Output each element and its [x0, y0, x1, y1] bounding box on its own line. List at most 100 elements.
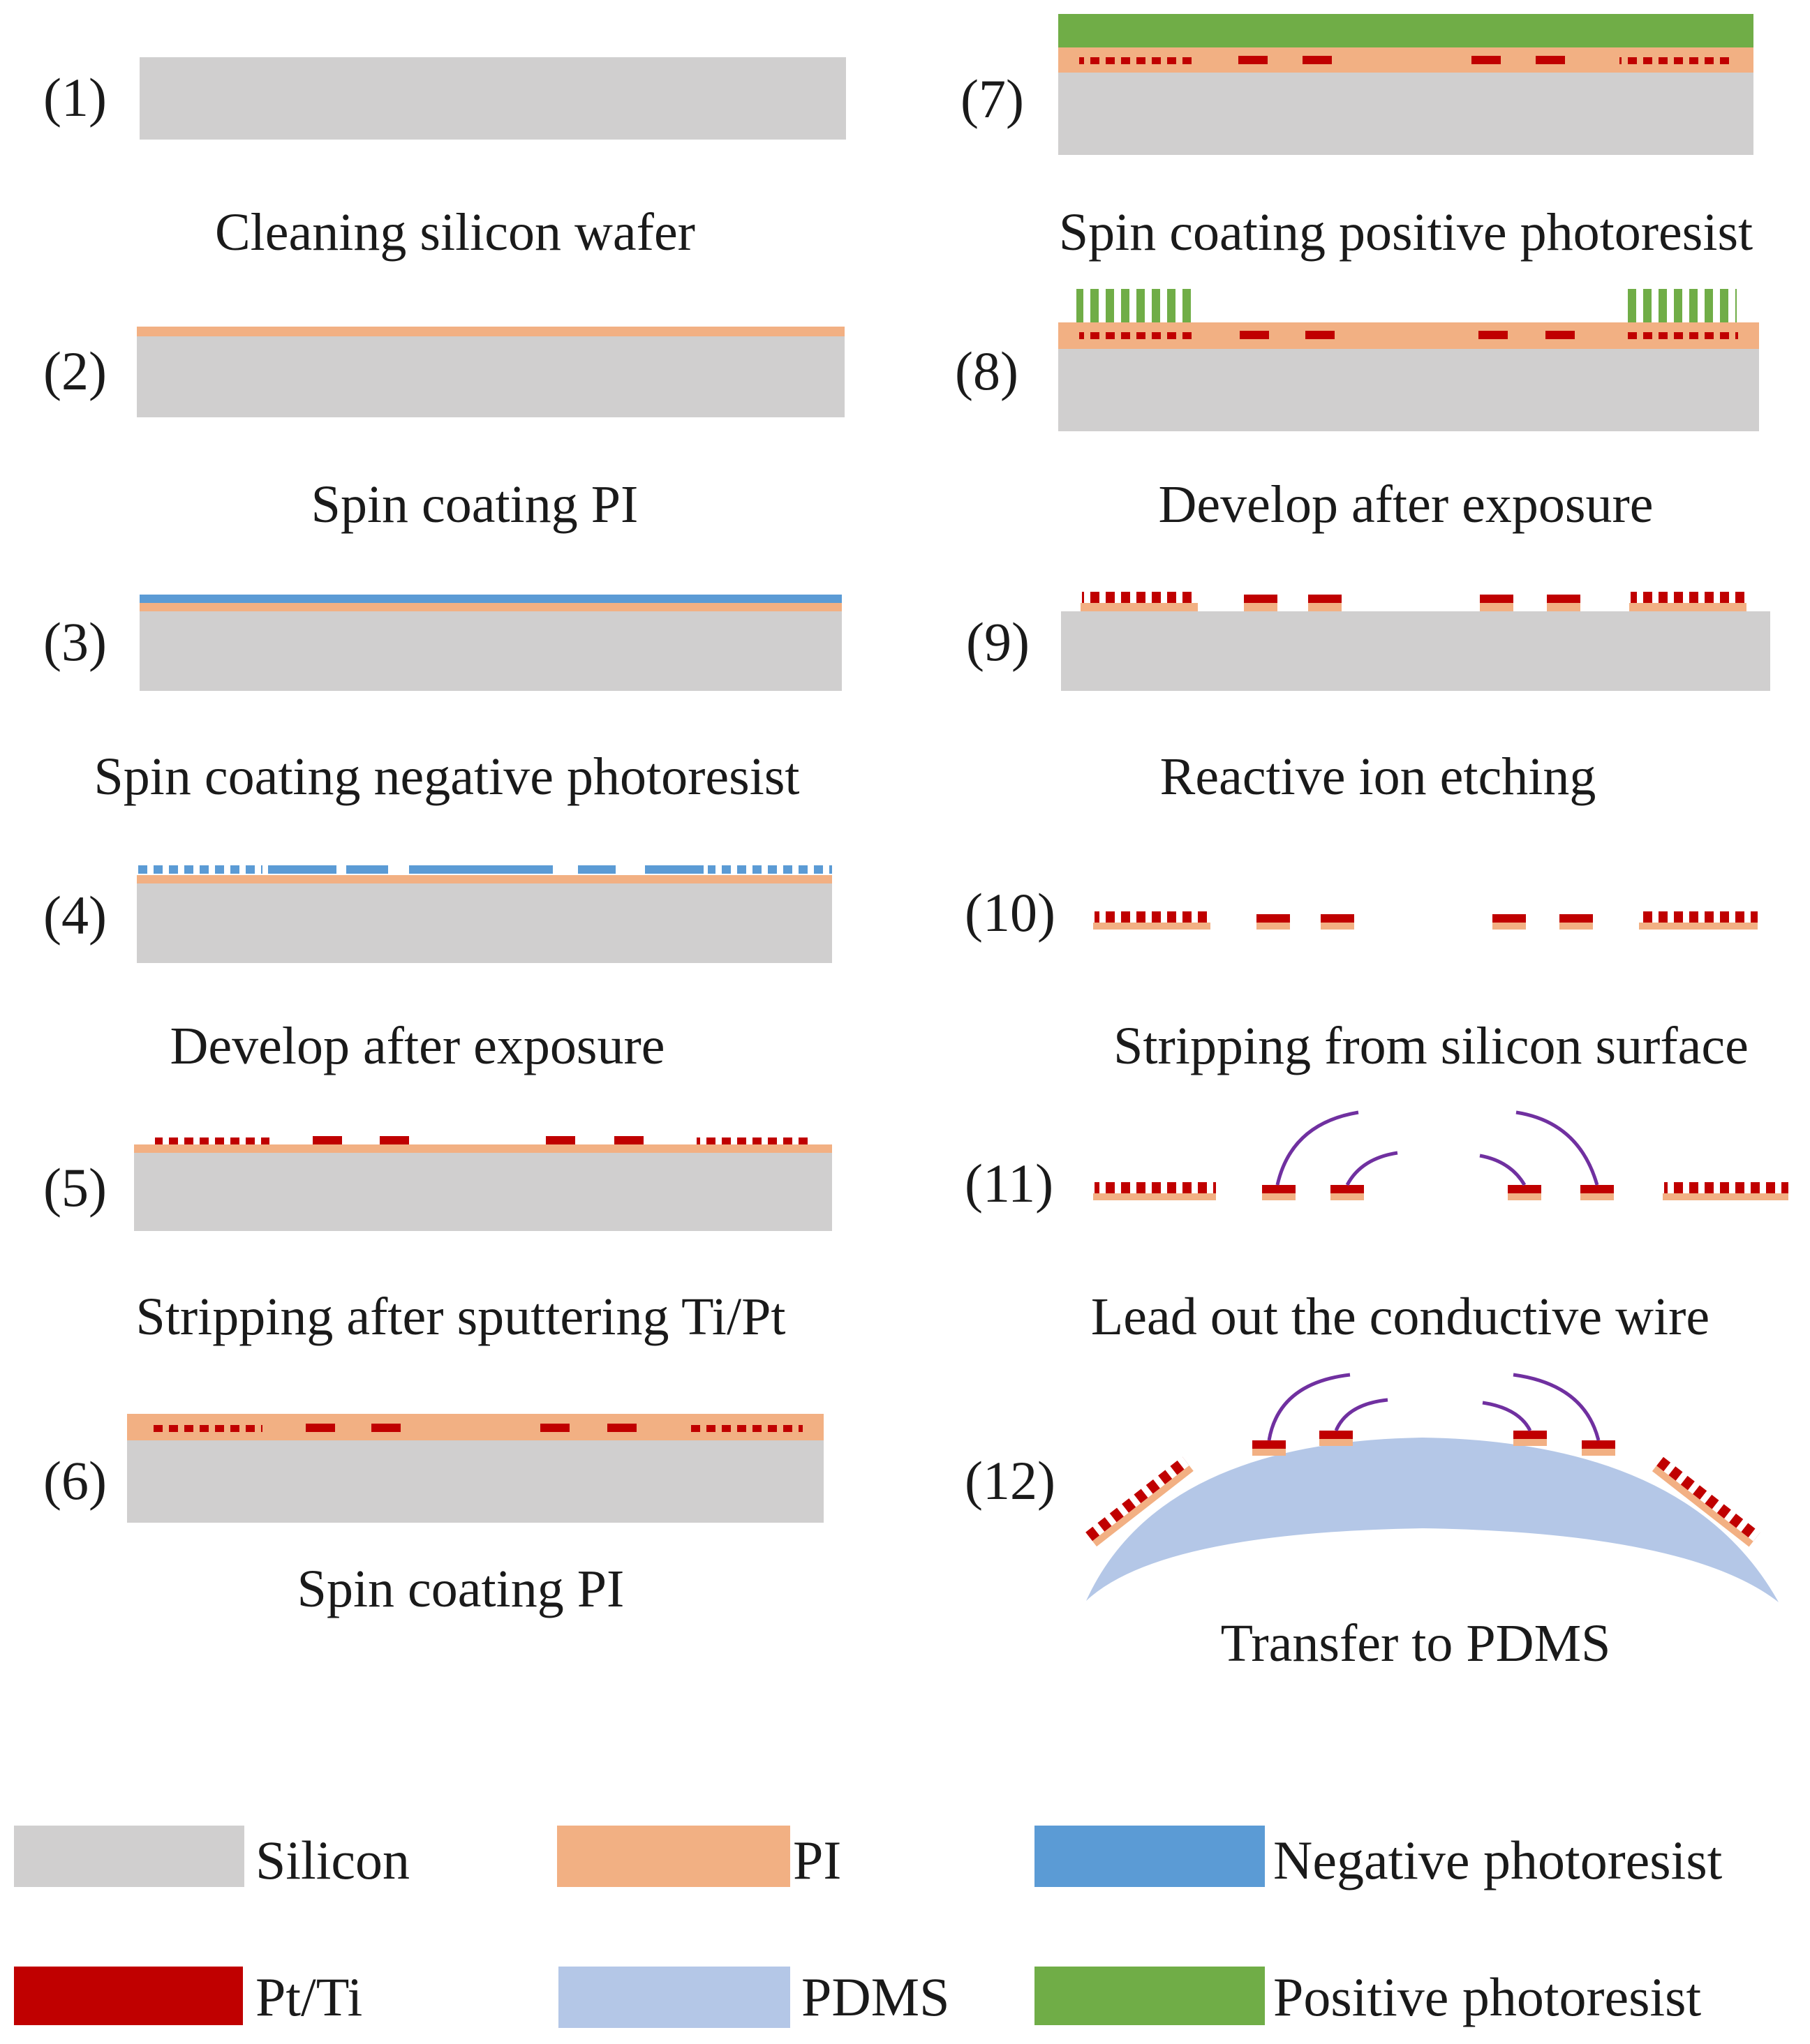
pt-ti-pad	[607, 1424, 637, 1432]
legend-label: Negative photoresist	[1273, 1830, 1723, 1890]
pi-pad	[1582, 1449, 1615, 1456]
pt-ti-pad	[540, 1424, 570, 1432]
step-caption: Stripping after sputtering Ti/Pt	[135, 1288, 785, 1346]
negative-photoresist-block	[346, 865, 388, 874]
pi-pad	[1319, 1439, 1353, 1446]
pt-ti-pad	[1308, 595, 1342, 603]
pi-pad	[1262, 1193, 1296, 1200]
lead-wire	[1345, 1151, 1398, 1186]
lead-wire	[1513, 1373, 1601, 1441]
step-caption: Develop after exposure	[170, 1017, 665, 1075]
positive-photoresist-pillars-left	[1076, 289, 1191, 322]
pt-ti-pad	[380, 1136, 409, 1144]
step-number: (7)	[960, 68, 1024, 129]
pt-ti-electrode-array-right	[1652, 1456, 1760, 1547]
step-number: (2)	[43, 341, 107, 401]
step-caption: Develop after exposure	[1158, 475, 1653, 534]
pt-ti-electrode-array-right	[1640, 911, 1758, 923]
pi-pad	[1559, 923, 1593, 930]
pt-ti-electrode-array-right	[1664, 1182, 1788, 1193]
pt-ti-electrode-array-left	[1095, 911, 1210, 923]
pt-ti-pad	[1244, 595, 1277, 603]
negative-photoresist-block	[578, 865, 616, 874]
legend-label: PDMS	[801, 1967, 949, 2027]
pt-ti-pad	[546, 1136, 575, 1144]
step-12: (12) Transfer to PDMS	[965, 1373, 1779, 1673]
pi-pad	[1513, 1439, 1547, 1446]
pi-pad	[1508, 1193, 1541, 1200]
pi-under-array-left	[1081, 603, 1198, 611]
pt-ti-pad	[1480, 595, 1513, 603]
step-caption: Spin coating PI	[297, 1560, 625, 1618]
negative-photoresist-block	[268, 865, 336, 874]
pdms-substrate	[1086, 1438, 1779, 1602]
pt-ti-electrode-array-left	[155, 1137, 269, 1144]
pt-ti-pad	[313, 1136, 342, 1144]
pi-pad	[1480, 603, 1513, 611]
pi-pad	[1547, 603, 1580, 611]
step-caption: Cleaning silicon wafer	[215, 203, 695, 262]
legend-swatch	[558, 1967, 790, 2028]
silicon-layer	[127, 1440, 824, 1523]
pi-pad	[1252, 1449, 1286, 1456]
legend: Silicon PI Negative photoresist Pt/Ti PD…	[14, 1826, 1723, 2028]
step-caption: Spin coating negative photoresist	[94, 747, 799, 806]
legend-label: Pt/Ti	[255, 1967, 362, 2027]
pi-pad	[1244, 603, 1277, 611]
silicon-layer	[137, 336, 845, 417]
silicon-layer	[140, 57, 846, 140]
negative-photoresist-dotted-left	[137, 865, 262, 874]
negative-photoresist-layer	[140, 595, 842, 603]
lead-wire	[1267, 1373, 1351, 1441]
silicon-layer	[140, 611, 842, 691]
step-number: (6)	[43, 1450, 107, 1511]
negative-photoresist-block	[645, 865, 704, 874]
pi-under-array-right	[1629, 603, 1746, 611]
pt-ti-pad	[1303, 56, 1332, 64]
pi-layer	[140, 603, 842, 611]
pi-pad	[1330, 1193, 1364, 1200]
negative-photoresist-block	[409, 865, 553, 874]
lead-wire	[1482, 1401, 1532, 1432]
silicon-layer	[1058, 349, 1759, 431]
pt-ti-pad	[1238, 56, 1268, 64]
step-number: (5)	[43, 1157, 107, 1218]
pt-ti-electrode-array-left	[1095, 1182, 1216, 1193]
step-3: (3) Spin coating negative photoresist	[43, 595, 842, 806]
legend-item-silicon: Silicon	[14, 1826, 410, 1890]
pt-ti-pad	[1582, 1440, 1615, 1449]
step-caption: Stripping from silicon surface	[1113, 1017, 1749, 1075]
pi-pad	[1308, 603, 1342, 611]
pt-ti-electrode-array-right	[1619, 57, 1734, 64]
step-5: (5) Stripping after sputtering Ti/Pt	[43, 1136, 832, 1346]
pt-ti-electrode-array-left	[1079, 57, 1194, 64]
step-number: (11)	[965, 1153, 1053, 1214]
pt-ti-pad	[1319, 1431, 1353, 1439]
step-8: (8) Develop after exposure	[955, 289, 1759, 534]
step-6: (6) Spin coating PI	[43, 1414, 824, 1618]
pi-under-array-right	[1639, 923, 1758, 930]
pt-ti-pad	[1240, 331, 1269, 339]
pi-under-array-left	[1093, 1193, 1216, 1200]
step-number: (12)	[965, 1450, 1055, 1511]
pt-ti-pad	[614, 1136, 644, 1144]
legend-item-pt-ti: Pt/Ti	[14, 1967, 362, 2027]
pi-layer	[137, 875, 832, 883]
legend-swatch	[1034, 1826, 1265, 1887]
silicon-layer	[1058, 73, 1753, 155]
pt-ti-electrode-array-right	[688, 1425, 803, 1432]
pt-ti-pad	[1305, 331, 1335, 339]
pt-ti-pad	[1508, 1185, 1541, 1193]
pt-ti-electrode-array-left	[1082, 592, 1198, 603]
step-number: (8)	[955, 341, 1018, 401]
pt-ti-pad	[1252, 1440, 1286, 1449]
step-caption: Transfer to PDMS	[1221, 1614, 1611, 1673]
pt-ti-electrode-array-left	[148, 1425, 262, 1432]
legend-item-negative-photoresist: Negative photoresist	[1034, 1826, 1723, 1890]
lead-wire	[1334, 1398, 1388, 1432]
silicon-layer	[1061, 611, 1770, 691]
step-caption: Reactive ion etching	[1160, 747, 1596, 806]
pi-under-array-right	[1663, 1193, 1788, 1200]
pt-ti-pad	[1492, 914, 1526, 923]
